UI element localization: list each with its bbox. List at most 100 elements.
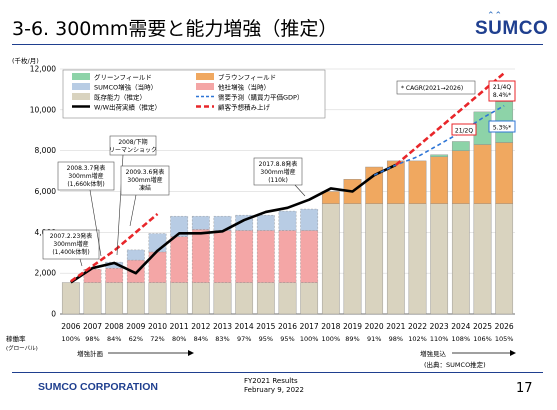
note-53: 5.3%* bbox=[493, 125, 511, 132]
utilization-value: 110% bbox=[430, 335, 449, 343]
capacity-demand-chart: (千枚/月) 02,0004,0006,0008,00010,00012,000… bbox=[6, 56, 516, 369]
utilization-value: 89% bbox=[345, 335, 359, 343]
x-tick-label: 2007 bbox=[83, 322, 102, 331]
bar-existing-2013 bbox=[213, 282, 232, 315]
plan-label: 増強計画 bbox=[77, 349, 103, 358]
note-21q2: 21/2Q bbox=[455, 128, 473, 135]
legend-label-ww: W/W出荷実績（推定） bbox=[94, 103, 161, 112]
legend-label-other: 他社増強（当時） bbox=[218, 83, 270, 92]
footer-document-info: FY2021 Results February 9, 2022 bbox=[244, 377, 304, 395]
utilization-value: 105% bbox=[495, 335, 514, 343]
bar-greenfield-2024 bbox=[451, 141, 470, 151]
bar-existing-2021 bbox=[386, 203, 405, 315]
bar-existing-2006 bbox=[61, 282, 80, 315]
legend-swatch-existing bbox=[72, 93, 90, 100]
logo-mark-icon: ⌃⌃ bbox=[487, 11, 503, 21]
x-tick-label: 2020 bbox=[365, 322, 384, 331]
page-title: 3-6. 300mm需要と能力増強（推定） bbox=[12, 18, 338, 40]
bar-existing-2007 bbox=[83, 282, 102, 315]
note-2008-l1: 2008.3.7発表 bbox=[67, 164, 106, 172]
bar-other_inc-2012 bbox=[191, 229, 210, 283]
utilization-label: 稼働率 bbox=[6, 334, 26, 343]
y-tick-label: 6,000 bbox=[35, 187, 57, 196]
bar-brownfield-2023 bbox=[430, 156, 449, 204]
bar-existing-2012 bbox=[191, 282, 210, 315]
utilization-sub-label: (グローバル) bbox=[6, 344, 38, 352]
bar-existing-2026 bbox=[495, 203, 514, 315]
bar-brownfield-2024 bbox=[451, 150, 470, 204]
utilization-value: 106% bbox=[473, 335, 492, 343]
series-lines bbox=[70, 72, 506, 284]
x-tick-label: 2013 bbox=[213, 322, 232, 331]
utilization-value: 95% bbox=[280, 335, 294, 343]
y-tick-label: 0 bbox=[51, 310, 56, 319]
bar-other_inc-2014 bbox=[235, 230, 254, 283]
bar-existing-2022 bbox=[408, 203, 427, 315]
utilization-value: 100% bbox=[62, 335, 81, 343]
outlook-label: 増強見込 bbox=[420, 349, 447, 358]
bar-sumco_inc-2017 bbox=[300, 208, 319, 231]
y-unit-label: (千枚/月) bbox=[12, 56, 39, 65]
x-tick-label: 2012 bbox=[191, 322, 210, 331]
bar-existing-2015 bbox=[256, 282, 275, 315]
legend-label-existing: 既存能力（推定） bbox=[94, 93, 146, 102]
line-ww-actual bbox=[70, 163, 397, 284]
utilization-value: 62% bbox=[129, 335, 143, 343]
x-tick-label: 2024 bbox=[451, 322, 470, 331]
bar-existing-2010 bbox=[148, 282, 167, 315]
bar-existing-2025 bbox=[473, 203, 492, 315]
note-2017-l2: 300mm増産 bbox=[260, 168, 295, 176]
utilization-value: 80% bbox=[172, 335, 186, 343]
x-tick-label: 2011 bbox=[170, 322, 189, 331]
note-21q4-l2: 8.4%* bbox=[493, 92, 511, 99]
x-tick-label: 2015 bbox=[256, 322, 275, 331]
bar-existing-2014 bbox=[235, 282, 254, 315]
bar-sumco_inc-2012 bbox=[191, 216, 210, 230]
utilization-value: 102% bbox=[408, 335, 427, 343]
x-tick-label: 2008 bbox=[105, 322, 124, 331]
note-2008-l2: 300mm増産 bbox=[68, 172, 103, 180]
legend-label-demand: 需要予測（購買力平価GDP） bbox=[218, 93, 303, 102]
x-axis-ticks: 2006 2007 2008 2009 2010 2011 2012 2013 2014 2015… bbox=[61, 322, 514, 331]
footer-doc-line1: FY2021 Results bbox=[244, 377, 298, 385]
bar-brownfield-2021 bbox=[386, 160, 405, 204]
footer-divider bbox=[12, 372, 543, 373]
y-tick-label: 10,000 bbox=[30, 105, 56, 114]
bar-sumco_inc-2011 bbox=[170, 216, 189, 237]
y-tick-label: 2,000 bbox=[35, 269, 57, 278]
x-tick-label: 2009 bbox=[126, 322, 145, 331]
utilization-value: 97% bbox=[237, 335, 251, 343]
x-tick-label: 2010 bbox=[148, 322, 167, 331]
bar-other_inc-2016 bbox=[278, 230, 297, 283]
x-tick-label: 2018 bbox=[321, 322, 340, 331]
bar-existing-2008 bbox=[105, 282, 124, 315]
bar-existing-2023 bbox=[430, 203, 449, 315]
utilization-value: 84% bbox=[107, 335, 121, 343]
utilization-value: 98% bbox=[389, 335, 403, 343]
bar-sumco_inc-2016 bbox=[278, 210, 297, 231]
note-2017-l3: (110k) bbox=[268, 177, 288, 184]
bar-existing-2017 bbox=[300, 282, 319, 315]
utilization-value: 95% bbox=[259, 335, 273, 343]
utilization-value: 83% bbox=[215, 335, 229, 343]
note-2008b-l1: 2008/下期 bbox=[118, 138, 147, 146]
x-tick-label: 2017 bbox=[300, 322, 319, 331]
x-tick-label: 2021 bbox=[386, 322, 405, 331]
x-tick-label: 2023 bbox=[430, 322, 449, 331]
bar-existing-2019 bbox=[343, 203, 362, 315]
bar-brownfield-2026 bbox=[495, 142, 514, 204]
line-customer-forecast-2 bbox=[394, 72, 506, 166]
bar-existing-2024 bbox=[451, 203, 470, 315]
bar-existing-2009 bbox=[126, 282, 145, 315]
legend-label-brownfield: ブラウンフィールド bbox=[218, 73, 276, 82]
bar-brownfield-2025 bbox=[473, 144, 492, 204]
bar-sumco_inc-2015 bbox=[256, 214, 275, 231]
bar-existing-2018 bbox=[321, 203, 340, 315]
utilization-value: 91% bbox=[367, 335, 381, 343]
legend-label-greenfield: グリーンフィールド bbox=[94, 73, 152, 82]
x-tick-label: 2026 bbox=[495, 322, 514, 331]
note-2008b-l2: リーマンショック bbox=[109, 147, 157, 154]
legend: グリーンフィールド ブラウンフィールド SUMCO増強（当時） 他社増強（当時）… bbox=[62, 69, 326, 119]
utilization-value: 108% bbox=[452, 335, 471, 343]
